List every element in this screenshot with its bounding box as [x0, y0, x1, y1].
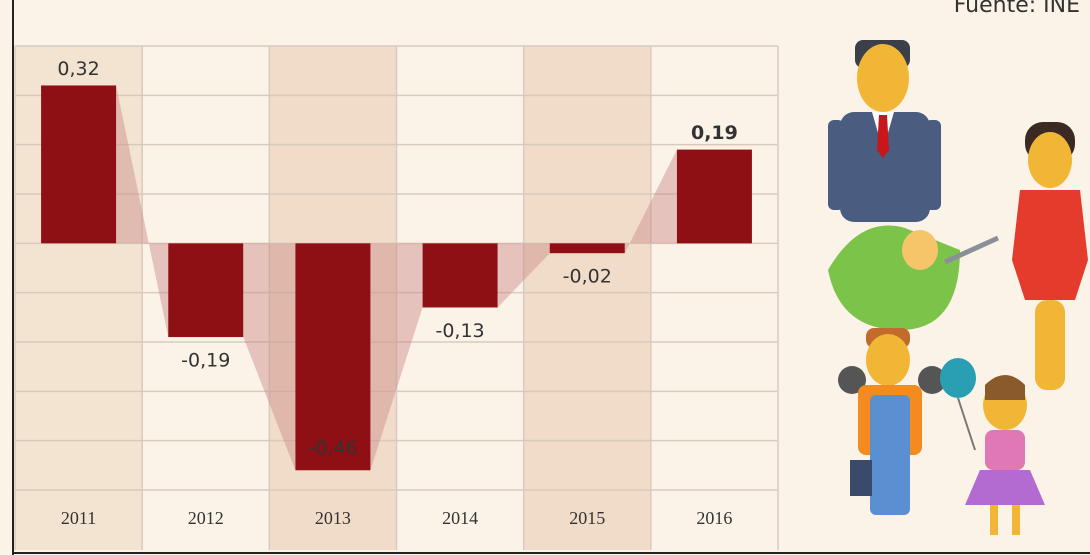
connector-area — [497, 243, 550, 308]
source: Fuente: INE — [954, 0, 1080, 18]
value-label: -0,02 — [563, 266, 612, 288]
value-label: 0,32 — [57, 58, 99, 80]
grid — [15, 45, 778, 491]
column-background — [523, 46, 651, 550]
x-tick-label: 2012 — [188, 508, 224, 528]
connector-area — [370, 243, 423, 471]
x-tick-label: 2015 — [569, 508, 605, 528]
x-tick-label: 2011 — [61, 508, 96, 528]
bar — [295, 243, 371, 471]
value-label: -0,46 — [308, 437, 357, 459]
x-tick-label: 2013 — [315, 508, 351, 528]
x-tick-label: 2014 — [442, 508, 478, 528]
bar — [422, 243, 498, 308]
bar — [549, 243, 625, 254]
value-label: -0,13 — [435, 320, 484, 342]
connector-area — [624, 149, 677, 254]
connector-area — [116, 85, 169, 338]
x-tick-label: 2016 — [696, 508, 732, 528]
column-background — [650, 46, 778, 550]
value-label: -0,19 — [181, 350, 230, 372]
value-label: 0,19 — [691, 122, 738, 144]
bar — [168, 243, 244, 338]
bar — [41, 85, 117, 244]
connector-area — [243, 243, 296, 471]
bar — [676, 149, 752, 244]
family-illustration — [828, 40, 1088, 535]
marks — [41, 85, 752, 471]
